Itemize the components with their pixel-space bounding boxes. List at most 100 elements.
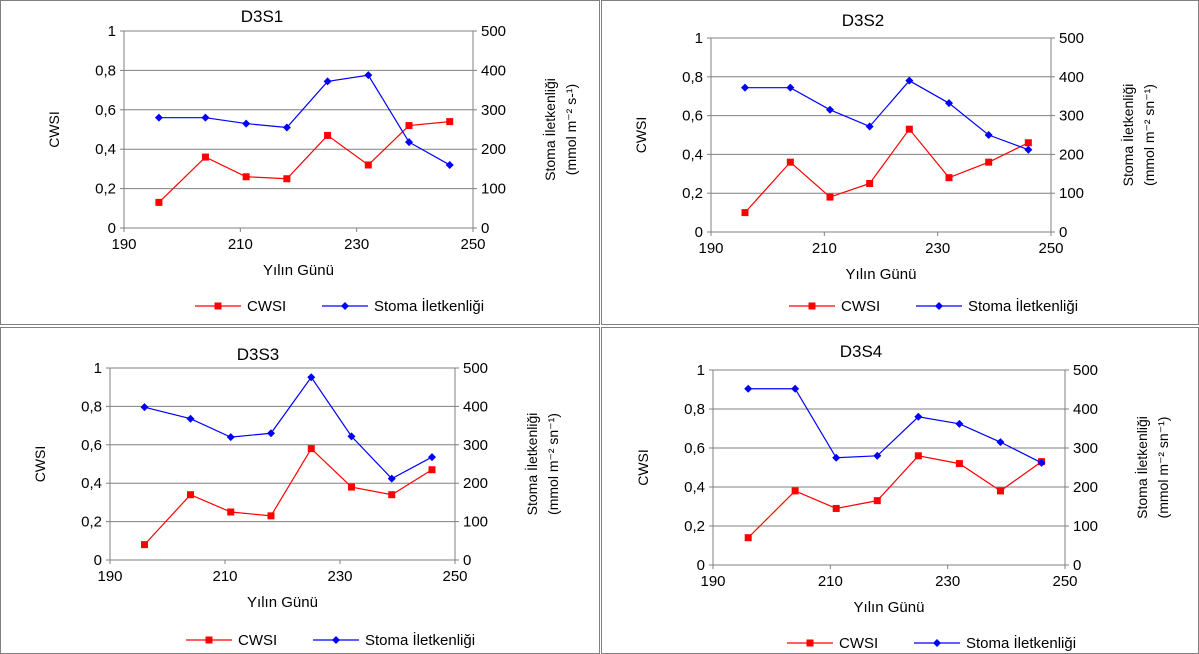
data-point (446, 118, 454, 126)
data-point (832, 453, 841, 462)
data-point (307, 373, 316, 382)
chart-title: D3S2 (842, 11, 885, 30)
data-point (826, 193, 834, 201)
data-point (267, 429, 275, 438)
legend-marker (935, 302, 943, 310)
data-point (242, 173, 250, 181)
x-tick-label: 190 (111, 236, 136, 253)
data-point (865, 122, 874, 131)
y-tick-label: 0,8 (81, 398, 102, 415)
data-point (364, 161, 372, 169)
panel-border (0, 0, 600, 325)
data-point (1037, 458, 1046, 467)
chart-panel: 0 0,2 0,4 0,6 0,8 1 0 100 200 300 400 500 190 210 230 2… (601, 0, 1199, 325)
data-point (832, 504, 840, 512)
data-point (405, 122, 413, 130)
data-point (914, 412, 923, 421)
y-tick-label: 1 (108, 23, 116, 40)
x-tick-label: 230 (935, 573, 960, 590)
data-point (741, 83, 749, 92)
y2-axis-label-unit: (mmol m⁻² s-¹) (563, 84, 579, 175)
data-point (945, 174, 953, 182)
y2-tick-label: 500 (481, 23, 506, 40)
x-tick-label: 230 (925, 240, 950, 257)
x-tick-label: 190 (698, 240, 723, 257)
data-point (445, 160, 454, 169)
legend-label: CWSI (841, 298, 880, 315)
data-point (348, 483, 355, 491)
y2-tick-label: 400 (481, 62, 506, 79)
data-point (405, 138, 414, 147)
x-tick-label: 250 (460, 236, 485, 253)
legend-marker (808, 302, 816, 310)
series-line (158, 121, 450, 203)
data-point (242, 119, 251, 128)
y2-tick-label: 200 (463, 475, 488, 492)
data-point (791, 487, 799, 495)
series-line (748, 388, 1042, 464)
x-tick-label: 250 (1038, 240, 1063, 257)
data-point (744, 534, 752, 542)
legend-label: CWSI (247, 298, 286, 315)
data-point (945, 99, 953, 108)
series-line (144, 376, 433, 480)
y2-axis-label-unit: (mmol m⁻² sn⁻¹) (545, 413, 561, 515)
data-point (826, 105, 834, 114)
y2-tick-label: 300 (1073, 440, 1098, 457)
legend-label: CWSI (238, 632, 277, 649)
y2-tick-label: 200 (481, 141, 506, 158)
y-tick-label: 0,8 (682, 69, 703, 86)
y-tick-label: 0,6 (684, 440, 705, 457)
data-point (141, 541, 148, 549)
y-tick-label: 1 (94, 360, 102, 377)
y-tick-label: 0 (94, 552, 102, 569)
data-point (786, 158, 794, 166)
y2-axis-label-unit: (mmol m⁻² sn⁻¹) (1141, 84, 1157, 186)
data-point (347, 432, 356, 441)
y-tick-label: 0,4 (81, 475, 102, 492)
y2-tick-label: 100 (1073, 518, 1098, 535)
x-tick-label: 190 (97, 568, 122, 585)
data-point (786, 83, 795, 92)
y2-axis-label: Stoma İletkenliği (1119, 84, 1136, 187)
data-point (283, 175, 291, 183)
data-point (324, 131, 332, 139)
chart-panel: 0 0,2 0,4 0,6 0,8 1 0 100 200 300 400 500 190 210 230 2… (0, 327, 600, 654)
data-point (428, 466, 436, 474)
legend-label: Stoma İletkenliği (365, 631, 475, 649)
legend-label: Stoma İletkenliği (374, 297, 484, 315)
data-point (227, 508, 235, 516)
y-tick-label: 0,4 (684, 479, 705, 496)
data-point (282, 123, 291, 132)
legend-label: Stoma İletkenliği (966, 634, 1076, 652)
y2-tick-label: 0 (1073, 557, 1081, 574)
y2-tick-label: 400 (1059, 69, 1084, 86)
y-tick-label: 0 (697, 557, 705, 574)
y2-tick-label: 200 (1059, 146, 1084, 163)
data-point (905, 76, 914, 85)
data-point (201, 113, 210, 122)
y-tick-label: 0,2 (682, 185, 703, 202)
y2-tick-label: 300 (463, 437, 488, 454)
y-tick-label: 0,2 (95, 181, 116, 198)
y-tick-label: 1 (697, 362, 705, 379)
y2-axis-label: Stoma İletkenliği (541, 78, 558, 181)
y2-tick-label: 0 (463, 552, 471, 569)
data-point (791, 384, 800, 393)
data-point (226, 433, 235, 442)
data-point (323, 77, 332, 86)
y-tick-label: 0,6 (682, 108, 703, 125)
y2-tick-label: 0 (1059, 224, 1067, 241)
y-axis-label: CWSI (46, 111, 62, 148)
x-tick-label: 210 (812, 240, 837, 257)
y-tick-label: 0,4 (682, 146, 703, 163)
legend-marker (933, 639, 941, 647)
y-tick-label: 0,8 (684, 401, 705, 418)
y2-tick-label: 300 (1059, 108, 1084, 125)
chart-panel: 0 0,2 0,4 0,6 0,8 1 0 100 200 300 400 500 190 210 230 2… (601, 327, 1199, 654)
y2-tick-label: 400 (1073, 401, 1098, 418)
chart-title: D3S3 (237, 345, 280, 364)
chart-panel: 0 0,2 0,4 0,6 0,8 1 0 100 200 300 400 500 190 210 230 2… (0, 0, 600, 325)
data-point (984, 131, 993, 139)
data-point (364, 71, 373, 80)
